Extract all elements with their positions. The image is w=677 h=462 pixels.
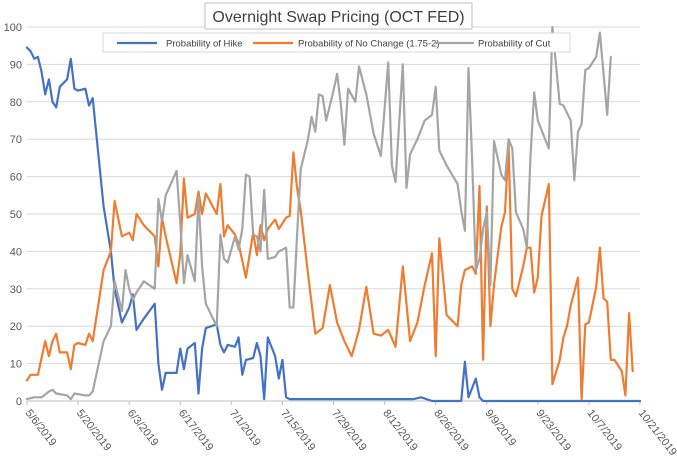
x-tick-label: 7/15/2019 (278, 407, 318, 453)
x-tick-label: 6/3/2019 (125, 407, 161, 448)
y-tick-label: 10 (10, 359, 22, 371)
title-box (204, 2, 473, 30)
x-tick-label: 9/23/2019 (533, 407, 573, 453)
x-tick-label: 8/12/2019 (380, 407, 420, 453)
legend-label-cut: Probability of Cut (478, 39, 551, 50)
series-lines (25, 25, 642, 403)
x-tick-label: 10/21/2019 (636, 407, 677, 458)
y-tick-label: 0 (16, 396, 22, 408)
x-tick-label: 5/20/2019 (74, 407, 114, 453)
y-tick-label: 40 (10, 246, 22, 258)
legend: Probability of Hike Probability of No Ch… (102, 32, 571, 53)
x-tick-label: 9/9/2019 (482, 407, 518, 448)
x-tick-label: 10/7/2019 (585, 407, 625, 453)
y-tick-label: 70 (10, 134, 22, 146)
x-tick-label: 8/26/2019 (431, 407, 471, 453)
x-tick-label: 7/29/2019 (329, 407, 369, 453)
y-tick-label: 60 (10, 172, 22, 184)
chart-title-group: Overnight Swap Pricing (OCT FED) (204, 2, 473, 30)
legend-box (102, 32, 571, 53)
y-tick-label: 100 (4, 22, 22, 34)
legend-label-no-change: Probability of No Change (1.75-2) (298, 39, 440, 50)
y-tick-label: 80 (10, 97, 22, 109)
series-line-2 (25, 25, 612, 401)
series-line-1 (25, 143, 634, 401)
y-tick-label: 20 (10, 321, 22, 333)
y-tick-label: 30 (10, 284, 22, 296)
legend-label-hike: Probability of Hike (166, 39, 243, 50)
y-tick-label: 50 (10, 209, 22, 221)
x-tick-label: 6/17/2019 (176, 407, 216, 453)
x-tick-label: 7/1/2019 (227, 407, 263, 448)
chart-title: Overnight Swap Pricing (OCT FED) (212, 9, 464, 26)
axes: 0 10 20 30 40 50 60 70 80 90 100 5/6/2019 5/20/2019 6… (4, 22, 677, 458)
x-tick-label: 5/6/2019 (23, 407, 59, 448)
y-tick-label: 90 (10, 59, 22, 71)
series-line-0 (25, 46, 642, 403)
